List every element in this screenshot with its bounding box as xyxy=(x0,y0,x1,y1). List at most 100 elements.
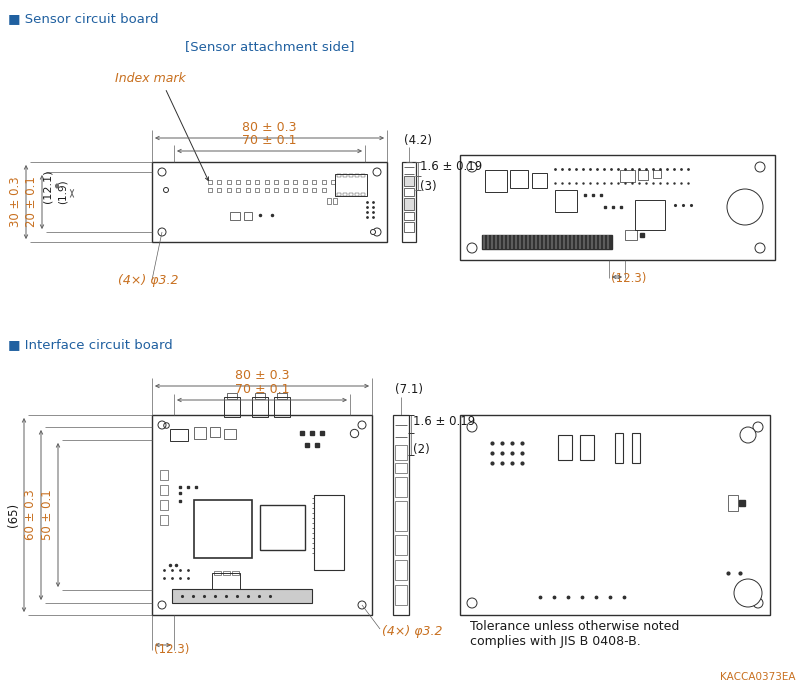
Bar xyxy=(403,212,414,220)
Bar xyxy=(403,222,414,232)
Circle shape xyxy=(158,421,165,429)
Bar xyxy=(194,500,251,558)
Bar xyxy=(349,193,353,196)
Bar xyxy=(255,393,265,399)
Bar xyxy=(218,180,221,184)
Bar xyxy=(335,174,366,196)
Bar xyxy=(208,188,212,192)
Bar xyxy=(230,212,240,220)
Bar xyxy=(208,180,212,184)
Bar xyxy=(226,188,230,192)
Bar xyxy=(255,180,259,184)
Bar xyxy=(638,170,647,180)
Bar xyxy=(327,198,331,204)
Bar xyxy=(160,470,168,480)
Text: 70 ± 0.1: 70 ± 0.1 xyxy=(242,134,296,147)
Bar xyxy=(214,571,221,575)
Bar xyxy=(222,571,230,575)
Bar xyxy=(236,180,240,184)
Text: Tolerance unless otherwise noted
complies with JIS B 0408-B.: Tolerance unless otherwise noted complie… xyxy=(470,620,679,648)
Circle shape xyxy=(752,598,762,608)
Text: (65): (65) xyxy=(7,503,20,527)
Circle shape xyxy=(158,601,165,609)
Bar xyxy=(152,162,386,242)
Circle shape xyxy=(467,422,476,432)
Text: ■ Sensor circuit board: ■ Sensor circuit board xyxy=(8,12,158,25)
Bar xyxy=(232,571,238,575)
Circle shape xyxy=(752,422,762,432)
Bar xyxy=(631,433,639,463)
Bar xyxy=(343,193,347,196)
Text: 70 ± 0.1: 70 ± 0.1 xyxy=(234,383,289,396)
Bar xyxy=(554,190,577,212)
Bar xyxy=(394,463,406,473)
Text: 20 ± 0.1: 20 ± 0.1 xyxy=(25,177,38,227)
Bar xyxy=(394,535,406,555)
Bar xyxy=(259,505,304,550)
Bar xyxy=(152,415,372,615)
Bar xyxy=(160,515,168,525)
Text: 1.6 ± 0.19: 1.6 ± 0.19 xyxy=(419,160,482,173)
Bar xyxy=(482,235,611,249)
Bar xyxy=(614,433,622,463)
Circle shape xyxy=(733,579,761,607)
Bar xyxy=(652,170,660,178)
Bar xyxy=(394,560,406,580)
Text: KACCA0373EA: KACCA0373EA xyxy=(719,672,795,682)
Circle shape xyxy=(163,187,169,193)
Circle shape xyxy=(754,162,764,172)
Circle shape xyxy=(158,228,165,236)
Circle shape xyxy=(158,168,165,176)
Bar xyxy=(218,188,221,192)
Bar xyxy=(293,188,297,192)
Bar xyxy=(160,485,168,495)
Bar xyxy=(557,435,571,460)
Bar xyxy=(403,176,414,186)
Text: 30 ± 0.3: 30 ± 0.3 xyxy=(9,177,22,227)
Bar xyxy=(277,393,287,399)
Text: (4×) φ3.2: (4×) φ3.2 xyxy=(118,274,178,287)
Bar xyxy=(314,495,344,570)
Bar xyxy=(283,180,287,184)
Circle shape xyxy=(726,189,762,225)
Bar xyxy=(212,573,240,589)
Text: (4.2): (4.2) xyxy=(403,134,431,147)
Text: (2): (2) xyxy=(413,443,430,456)
Bar xyxy=(169,429,188,441)
Bar xyxy=(579,435,593,460)
Bar xyxy=(160,500,168,510)
Text: (12.3): (12.3) xyxy=(610,272,646,285)
Circle shape xyxy=(754,243,764,253)
Circle shape xyxy=(739,427,755,443)
Bar xyxy=(459,155,774,260)
Bar xyxy=(283,188,287,192)
Bar xyxy=(634,200,664,230)
Circle shape xyxy=(373,228,381,236)
Bar xyxy=(246,180,250,184)
Bar xyxy=(246,188,250,192)
Bar xyxy=(361,174,365,177)
Circle shape xyxy=(370,229,375,234)
Bar xyxy=(274,188,278,192)
Text: ■ Interface circuit board: ■ Interface circuit board xyxy=(8,338,173,351)
Bar xyxy=(484,170,507,192)
Bar xyxy=(303,188,307,192)
Text: 80 ± 0.3: 80 ± 0.3 xyxy=(234,369,289,382)
Bar xyxy=(336,193,340,196)
Bar xyxy=(403,198,414,210)
Bar xyxy=(624,230,636,240)
Bar xyxy=(303,180,307,184)
Bar xyxy=(293,180,297,184)
Bar xyxy=(224,397,240,417)
Circle shape xyxy=(467,598,476,608)
Bar xyxy=(274,397,290,417)
Bar xyxy=(312,188,316,192)
Text: (12.3): (12.3) xyxy=(154,643,190,656)
Bar xyxy=(321,188,325,192)
Bar xyxy=(226,393,237,399)
Circle shape xyxy=(467,243,476,253)
Bar xyxy=(343,174,347,177)
Text: (1.9): (1.9) xyxy=(58,180,68,205)
Bar xyxy=(459,415,769,615)
Bar xyxy=(355,193,359,196)
